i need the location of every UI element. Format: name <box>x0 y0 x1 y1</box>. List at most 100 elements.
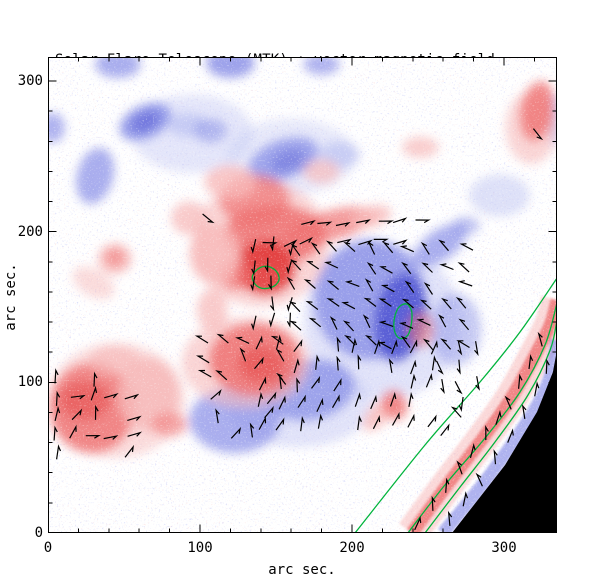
magnetic-vector <box>391 339 398 355</box>
y-axis-label: arc sec. <box>3 263 19 331</box>
magnetic-vector <box>336 355 341 371</box>
magnetic-vector <box>103 435 119 440</box>
magnetic-vector <box>305 260 320 270</box>
magnetic-vector <box>364 278 374 292</box>
magnetic-vector <box>456 359 461 375</box>
magnetic-vector <box>457 280 473 287</box>
magnetic-vector <box>450 406 462 418</box>
magnetic-vector <box>419 299 432 310</box>
magnetic-vector <box>475 376 480 391</box>
magnetic-vector <box>378 220 395 225</box>
magnetic-vector <box>532 128 544 141</box>
magnetic-vector <box>518 373 523 389</box>
magnetic-vector <box>379 266 393 274</box>
magnetic-vector <box>289 320 302 331</box>
magnetic-vector <box>364 335 377 346</box>
magnetic-vector <box>286 276 296 290</box>
magnetic-vector <box>455 297 467 309</box>
x-axis-label: arc sec. <box>268 562 336 578</box>
magnetic-vector <box>94 404 99 420</box>
magnetic-vector <box>254 356 264 370</box>
magnetic-vector <box>545 358 550 374</box>
magnetic-vector <box>495 410 502 425</box>
magnetic-vector <box>317 221 333 226</box>
limb-contour-mid <box>407 302 557 533</box>
magnetic-vector <box>269 312 276 328</box>
magnetic-vector <box>54 405 61 422</box>
magnetic-vector <box>290 243 301 257</box>
x-tick-label-100: 100 <box>187 540 213 556</box>
magnetic-vector <box>305 300 319 310</box>
magnetic-vector <box>398 322 414 329</box>
magnetic-vector <box>342 320 355 332</box>
magnetic-vector <box>462 491 469 507</box>
magnetic-vector <box>400 335 411 348</box>
magnetic-vector <box>388 358 394 374</box>
magnetic-vector <box>251 315 257 331</box>
negative-core-contour <box>393 303 413 340</box>
magnetic-vector <box>250 276 256 292</box>
magnetic-vector <box>275 417 285 431</box>
magnetic-vector <box>436 360 444 375</box>
magnetic-vector <box>215 370 228 381</box>
magnetic-vector <box>289 301 301 313</box>
magnetic-vector <box>71 408 83 421</box>
magnetic-vector <box>286 297 293 312</box>
magnetic-vector <box>315 354 320 370</box>
magnetic-vector <box>325 240 337 252</box>
plot-border <box>48 57 557 533</box>
magnetic-vector <box>93 371 98 387</box>
magnetic-vector <box>374 339 381 354</box>
magnetic-vector <box>303 279 316 289</box>
y-tick-label-0: 0 <box>34 525 43 541</box>
magnetic-vector <box>326 280 339 290</box>
magnetic-vector <box>329 316 338 330</box>
magnetic-vector <box>90 385 98 401</box>
magnetic-vector <box>344 335 356 346</box>
magnetic-vector <box>528 354 534 370</box>
magnetic-vector <box>410 359 417 375</box>
magnetic-vector <box>521 404 527 419</box>
magnetic-vector <box>425 372 433 388</box>
magnetic-vector <box>458 318 470 331</box>
magnetic-vector <box>378 320 394 327</box>
magnetic-vector <box>341 301 356 310</box>
magnetic-vector <box>431 355 437 371</box>
magnetic-vector <box>195 355 210 364</box>
magnetic-vector <box>507 428 514 443</box>
magnetic-vector <box>275 334 282 350</box>
magnetic-vector <box>56 444 62 460</box>
magnetic-vector <box>331 394 340 408</box>
magnetic-vector <box>299 236 314 245</box>
magnetic-vector <box>127 415 142 421</box>
magnetic-vector <box>216 333 229 344</box>
magnetic-vector <box>421 262 433 273</box>
magnetic-vector <box>457 262 470 273</box>
magnetic-vector <box>124 444 134 458</box>
magnetic-vector <box>409 339 418 354</box>
magnetic-vector <box>363 297 377 307</box>
magnetic-vector <box>456 460 463 475</box>
magnetic-vector <box>344 280 360 287</box>
magnetic-vector <box>431 495 436 511</box>
magnetic-vector <box>297 394 306 408</box>
magnetic-vector <box>534 381 540 397</box>
y-tick-label-200: 200 <box>17 224 43 240</box>
magnetic-vector <box>269 296 275 312</box>
magnetic-vector <box>378 298 392 307</box>
magnetic-vector <box>504 395 512 410</box>
magnetic-vector <box>440 423 450 436</box>
magnetic-vector <box>289 259 302 271</box>
magnetic-vector <box>440 379 445 394</box>
magnetic-vector <box>407 413 415 428</box>
magnetic-vector <box>416 318 431 326</box>
magnetic-vector <box>251 260 256 276</box>
magnetic-vector <box>430 340 438 355</box>
magnetic-vector <box>537 331 543 347</box>
magnetic-vector <box>343 241 356 253</box>
magnetic-vector <box>258 376 267 391</box>
magnetic-vector <box>440 338 452 350</box>
magnetic-vector <box>197 369 212 378</box>
magnetic-vector <box>372 415 381 430</box>
